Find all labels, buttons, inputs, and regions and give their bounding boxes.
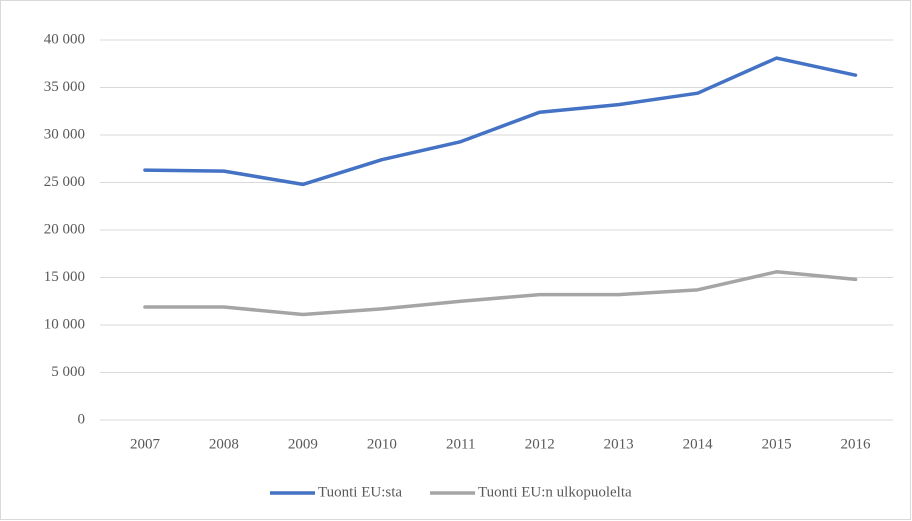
x-tick-label: 2014 (683, 436, 714, 452)
y-tick-label: 25 000 (44, 174, 85, 190)
y-tick-label: 30 000 (44, 126, 85, 142)
y-tick-label: 35 000 (44, 79, 85, 95)
y-tick-label: 40 000 (44, 31, 85, 47)
series-line (143, 270, 858, 317)
y-tick-label: 0 (78, 411, 86, 427)
y-tick-label: 10 000 (44, 316, 85, 332)
x-tick-label: 2010 (367, 436, 397, 452)
y-tick-label: 20 000 (44, 221, 85, 237)
x-tick-label: 2012 (525, 436, 555, 452)
x-tick-label: 2013 (604, 436, 634, 452)
x-tick-label: 2011 (446, 436, 475, 452)
series-line (143, 56, 858, 187)
x-tick-label: 2007 (130, 436, 161, 452)
x-tick-label: 2008 (209, 436, 239, 452)
y-tick-label: 15 000 (44, 269, 85, 285)
x-tick-label: 2009 (288, 436, 318, 452)
x-tick-label: 2016 (841, 436, 872, 452)
legend-label: Tuonti EU:n ulkopuolelta (478, 484, 632, 500)
y-tick-label: 5 000 (51, 364, 85, 380)
legend-label: Tuonti EU:sta (318, 484, 402, 500)
x-tick-label: 2015 (762, 436, 792, 452)
